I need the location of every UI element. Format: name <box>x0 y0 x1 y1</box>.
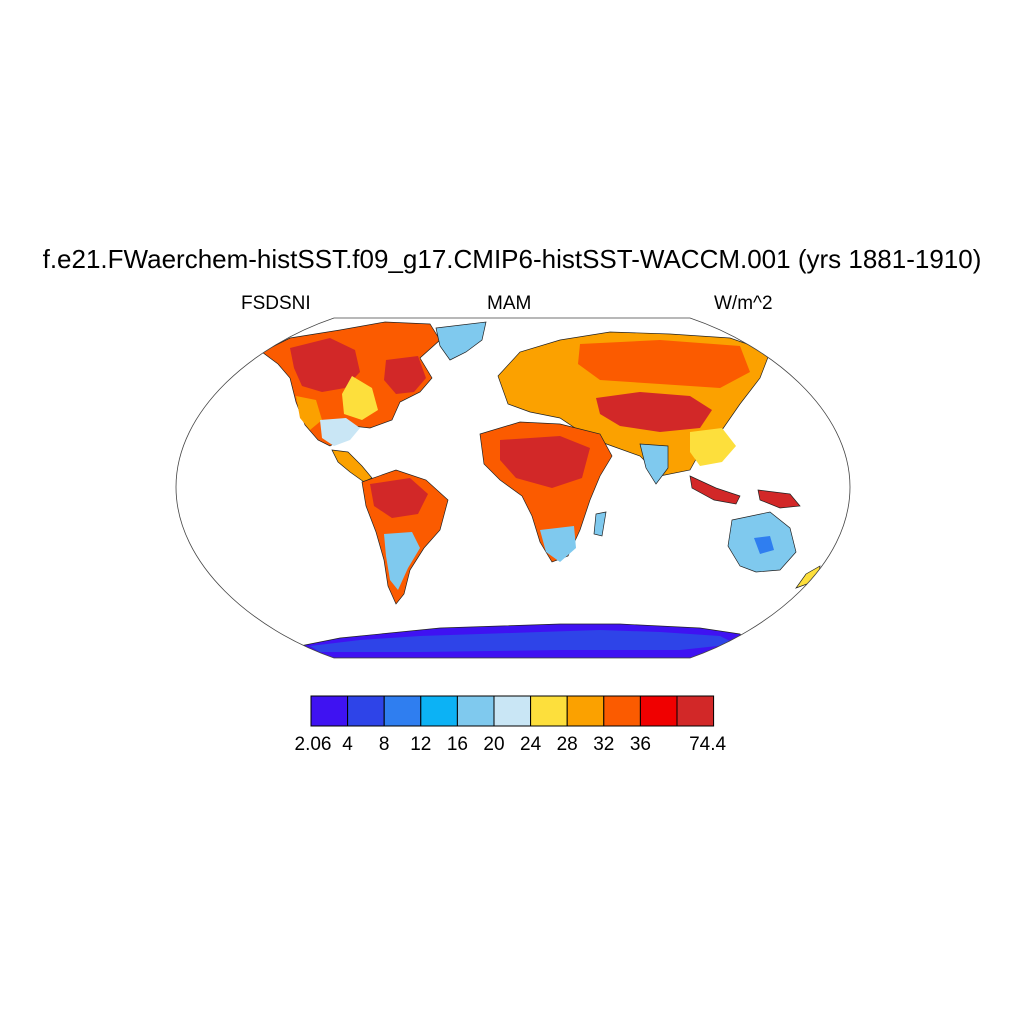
season-label: MAM <box>487 293 532 314</box>
central-america <box>331 449 373 483</box>
na-south <box>320 418 360 446</box>
india <box>639 443 669 485</box>
na-west <box>296 396 322 430</box>
africa-south <box>540 526 576 562</box>
north-america-core <box>290 338 360 392</box>
colorbar-swatch <box>603 695 641 727</box>
colorbar-tick-label: 36 <box>629 734 651 755</box>
colorbar-swatch <box>310 695 349 727</box>
colorbar-tick-label: 28 <box>556 734 578 755</box>
colorbar-tick-label: 4 <box>342 734 353 755</box>
central-asia-core <box>596 392 712 432</box>
variable-label: FSDSNI <box>241 293 311 314</box>
colorbar-swatch <box>383 695 422 727</box>
colorbar-tick-label: 74.4 <box>689 734 727 755</box>
east-asia <box>690 428 736 466</box>
colorbar-swatch <box>566 695 605 727</box>
greenland <box>435 321 487 361</box>
antarctica-coast <box>310 630 736 652</box>
land-fill-layer <box>261 321 821 658</box>
new-guinea <box>757 489 801 509</box>
map-outline <box>175 317 851 659</box>
south-america-south <box>384 532 420 590</box>
new-zealand <box>795 565 821 589</box>
colorbar-tick-label: 32 <box>593 734 615 755</box>
colorbar-tick-label: 12 <box>410 734 432 755</box>
na-midwest <box>342 376 378 420</box>
siberia-core <box>578 340 750 388</box>
hudson-region <box>384 356 426 394</box>
amazon-core <box>370 478 428 518</box>
madagascar <box>593 511 607 537</box>
colorbar-tick-label: 24 <box>520 734 542 755</box>
units-label: W/m^2 <box>714 293 773 314</box>
sahara-core <box>500 436 590 488</box>
colorbar-swatch <box>347 695 385 727</box>
colorbar-tick-label: 16 <box>446 734 468 755</box>
colorbar-swatch <box>493 695 532 727</box>
indonesia <box>689 475 741 505</box>
map-title: f.e21.FWaerchem-histSST.f09_g17.CMIP6-hi… <box>42 244 982 274</box>
colorbar-swatch <box>639 695 678 727</box>
australia-center <box>754 536 774 554</box>
colorbar-swatch <box>420 695 458 727</box>
colorbar-swatch <box>530 695 568 727</box>
colorbar-swatch <box>676 695 715 727</box>
colorbar <box>310 695 715 727</box>
colorbar-tick-label: 20 <box>483 734 505 755</box>
colorbar-tick-label: 8 <box>378 734 390 755</box>
colorbar-swatch <box>456 695 495 727</box>
colorbar-tick-label: 2.06 <box>294 734 332 755</box>
